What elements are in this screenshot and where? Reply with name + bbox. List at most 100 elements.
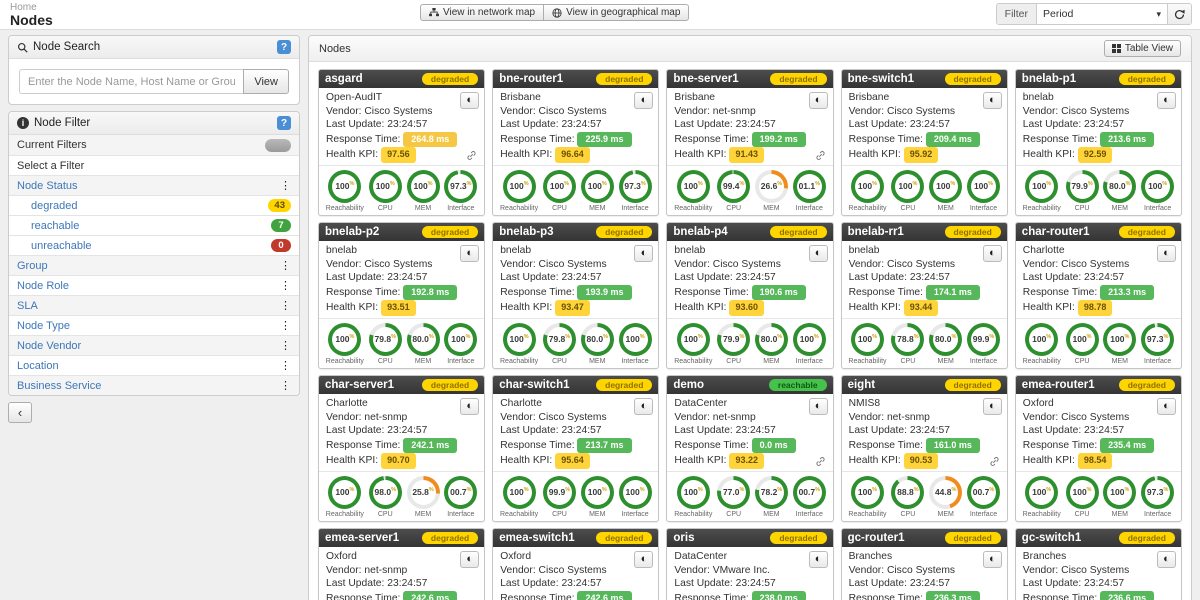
node-group: Brisbane (674, 92, 716, 103)
adjust-contrast-button[interactable]: ◐ (808, 550, 828, 568)
link-icon[interactable] (466, 150, 477, 161)
health-kpi-badge: 93.44 (903, 300, 939, 316)
gauge: 00.7% Interface (444, 475, 478, 518)
adjust-contrast-button[interactable]: ◐ (808, 244, 828, 262)
node-card: char-switch1 degraded ◐ Charlotte Vendor… (492, 374, 660, 522)
gauge-ring: 79.8% (542, 322, 576, 356)
node-name-link[interactable]: char-router1 (1021, 225, 1090, 238)
link-icon[interactable] (815, 456, 826, 467)
adjust-contrast-button[interactable]: ◐ (1156, 550, 1176, 568)
period-filter-select[interactable]: Period ▾ (1043, 8, 1161, 20)
adjust-contrast-button[interactable]: ◐ (634, 244, 654, 262)
help-icon[interactable]: ? (277, 40, 291, 54)
kebab-menu-icon[interactable]: ⋮ (280, 339, 291, 352)
adjust-contrast-button[interactable]: ◐ (460, 244, 480, 262)
response-time-badge: 190.6 ms (751, 284, 806, 301)
filter-category-row[interactable]: Location ⋮ (9, 355, 299, 375)
node-name-link[interactable]: asgard (325, 73, 363, 85)
gauge-label: Interface (795, 510, 823, 518)
adjust-contrast-button[interactable]: ◐ (634, 397, 654, 415)
adjust-icon: ◐ (466, 94, 474, 106)
view-geographical-map-button[interactable]: View in geographical map (544, 4, 690, 21)
filter-category-row[interactable]: SLA ⋮ (9, 295, 299, 315)
link-icon[interactable] (989, 456, 1000, 467)
gauge-label: CPU (377, 510, 393, 518)
node-name-link[interactable]: emea-server1 (325, 531, 400, 544)
node-name-link[interactable]: oris (673, 531, 695, 544)
adjust-contrast-button[interactable]: ◐ (460, 92, 480, 109)
table-view-button[interactable]: Table View (1103, 40, 1181, 57)
node-search-input[interactable] (19, 69, 244, 94)
adjust-contrast-button[interactable]: ◐ (982, 397, 1002, 415)
node-name-link[interactable]: bnelab-p3 (499, 225, 554, 238)
adjust-contrast-button[interactable]: ◐ (982, 244, 1002, 262)
kebab-menu-icon[interactable]: ⋮ (280, 179, 291, 192)
kebab-menu-icon[interactable]: ⋮ (280, 279, 291, 292)
adjust-contrast-button[interactable]: ◐ (1156, 397, 1176, 415)
refresh-button[interactable] (1167, 4, 1191, 24)
node-name-link[interactable]: bne-router1 (499, 73, 564, 85)
adjust-contrast-button[interactable]: ◐ (808, 397, 828, 415)
node-name-link[interactable]: emea-switch1 (499, 531, 575, 544)
adjust-contrast-button[interactable]: ◐ (982, 92, 1002, 109)
gauge-label: Reachability (500, 357, 539, 365)
gauge-ring: 100% (792, 322, 826, 356)
filter-category-row[interactable]: Group ⋮ (9, 255, 299, 275)
breadcrumb[interactable]: Home (10, 2, 37, 13)
adjust-contrast-button[interactable]: ◐ (1156, 244, 1176, 262)
node-status-filter-item[interactable]: degraded 43 (9, 195, 299, 215)
gauge-ring: 79.8% (368, 322, 402, 356)
adjust-contrast-button[interactable]: ◐ (634, 550, 654, 568)
current-filters-row[interactable]: Current Filters (9, 135, 299, 155)
node-status-filter-item[interactable]: unreachable 0 (9, 235, 299, 255)
response-time-badge: 213.6 ms (1100, 131, 1155, 148)
gauge-ring: 100% (328, 169, 362, 203)
node-status-filter-item[interactable]: reachable 7 (9, 215, 299, 235)
node-name-link[interactable]: bne-switch1 (847, 73, 915, 85)
view-network-map-button[interactable]: View in network map (420, 4, 545, 21)
node-group: bnelab (326, 244, 357, 256)
node-name-link[interactable]: bnelab-p4 (673, 225, 728, 238)
gauge: 01.1% Interface (792, 169, 826, 212)
gauge-ring: 100% (580, 169, 614, 203)
adjust-contrast-button[interactable]: ◐ (460, 550, 480, 568)
node-name-link[interactable]: demo (673, 378, 705, 391)
help-icon[interactable]: ? (277, 116, 291, 130)
node-vendor: Vendor: VMware Inc. (674, 564, 770, 576)
filter-category-row[interactable]: Node Vendor ⋮ (9, 335, 299, 355)
adjust-contrast-button[interactable]: ◐ (982, 550, 1002, 568)
node-name-link[interactable]: bnelab-rr1 (847, 225, 904, 238)
adjust-contrast-button[interactable]: ◐ (634, 92, 654, 109)
adjust-contrast-button[interactable]: ◐ (1156, 92, 1176, 109)
link-icon[interactable] (815, 150, 826, 161)
kebab-menu-icon[interactable]: ⋮ (280, 319, 291, 332)
adjust-contrast-button[interactable]: ◐ (808, 92, 828, 109)
node-health-kpi: Health KPI: 98.78 (1023, 300, 1174, 316)
gauge-label: CPU (1074, 510, 1090, 518)
node-name-link[interactable]: char-switch1 (499, 378, 570, 391)
gauge-ring: 00.7% (444, 475, 478, 509)
gauge: 80.0% MEM (580, 322, 614, 365)
adjust-contrast-button[interactable]: ◐ (460, 397, 480, 415)
node-name-link[interactable]: bnelab-p2 (325, 225, 380, 238)
sidebar-collapse-button[interactable]: ‹ (8, 402, 32, 423)
gauge: 79.9% CPU (1065, 169, 1099, 212)
node-name-link[interactable]: bnelab-p1 (1021, 73, 1077, 85)
view-button[interactable]: View (243, 69, 289, 94)
node-name-link[interactable]: bne-server1 (673, 73, 739, 85)
filter-category-node-status[interactable]: Node Status ⋮ (9, 175, 299, 195)
kebab-menu-icon[interactable]: ⋮ (280, 379, 291, 392)
node-name-link[interactable]: gc-switch1 (1021, 531, 1082, 544)
node-name-link[interactable]: gc-router1 (847, 531, 905, 544)
node-name-link[interactable]: emea-router1 (1021, 378, 1095, 391)
gauge: 100% Interface (618, 322, 652, 365)
node-name-link[interactable]: eight (847, 378, 876, 391)
kebab-menu-icon[interactable]: ⋮ (280, 299, 291, 312)
filter-category-row[interactable]: Business Service ⋮ (9, 375, 299, 395)
node-name-link[interactable]: char-server1 (325, 378, 395, 391)
node-card: emea-router1 degraded ◐ Oxford Vendor: C… (1014, 374, 1182, 522)
kebab-menu-icon[interactable]: ⋮ (280, 359, 291, 372)
kebab-menu-icon[interactable]: ⋮ (280, 259, 291, 272)
filter-category-row[interactable]: Node Type ⋮ (9, 315, 299, 335)
filter-category-row[interactable]: Node Role ⋮ (9, 275, 299, 295)
